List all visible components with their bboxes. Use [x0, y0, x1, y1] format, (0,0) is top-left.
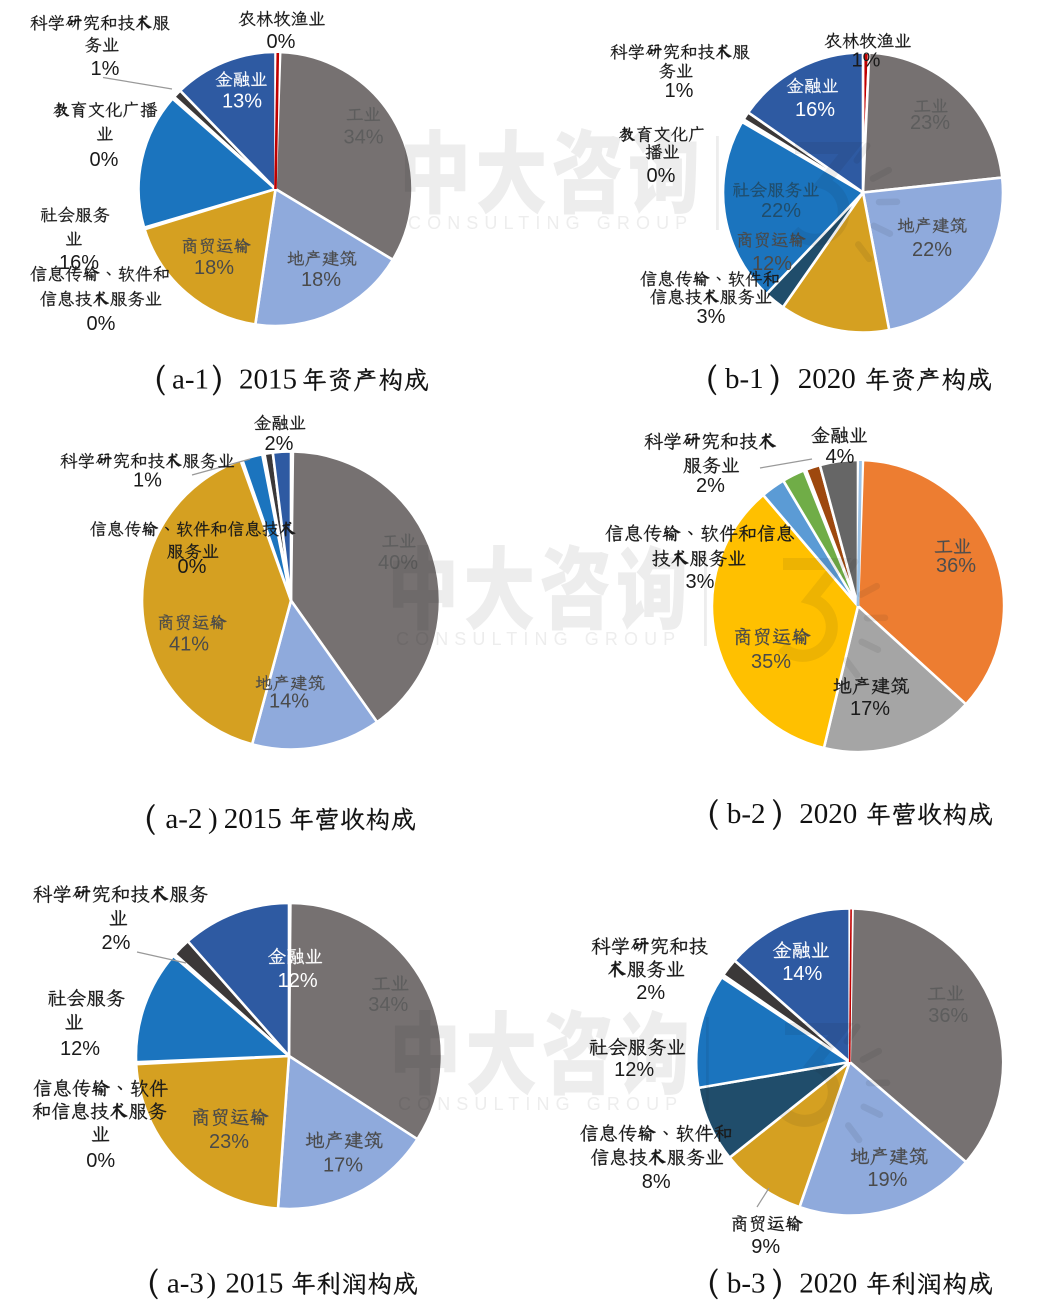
svg-text:a-3: a-3 [167, 1267, 204, 1299]
svg-text:2020: 2020 [798, 363, 856, 395]
svg-text:14%: 14% [269, 691, 309, 713]
svg-text:19%: 19% [867, 1169, 907, 1191]
svg-text:2%: 2% [696, 475, 725, 497]
svg-text:9%: 9% [751, 1236, 780, 1258]
svg-text:CONSULTING GROUP: CONSULTING GROUP [396, 629, 681, 649]
svg-text:b-1: b-1 [725, 363, 764, 395]
svg-text:2%: 2% [265, 433, 294, 455]
svg-text:34%: 34% [368, 994, 408, 1016]
svg-text:17%: 17% [323, 1155, 363, 1177]
svg-text:23%: 23% [910, 112, 950, 134]
svg-text:0%: 0% [87, 313, 116, 335]
svg-text:a-1: a-1 [172, 364, 209, 396]
svg-text:): ) [208, 803, 218, 835]
svg-text:1%: 1% [133, 470, 162, 492]
svg-text:0%: 0% [178, 556, 207, 578]
svg-text:16%: 16% [59, 252, 99, 274]
svg-text:CONSULTING GROUP: CONSULTING GROUP [398, 1094, 683, 1114]
svg-text:36%: 36% [928, 1005, 968, 1027]
svg-text:41%: 41% [169, 634, 209, 656]
svg-text:34%: 34% [343, 127, 383, 149]
svg-text:a-2: a-2 [165, 803, 202, 835]
svg-text:0%: 0% [86, 1150, 115, 1172]
svg-text:36%: 36% [936, 555, 976, 577]
svg-text:13%: 13% [222, 91, 262, 113]
svg-text:4%: 4% [826, 446, 855, 468]
svg-text:12%: 12% [60, 1038, 100, 1060]
svg-text:8%: 8% [642, 1171, 671, 1193]
svg-text:): ) [207, 1267, 217, 1299]
svg-text:1%: 1% [91, 58, 120, 80]
svg-text:2015: 2015 [224, 803, 282, 835]
svg-text:3%: 3% [686, 571, 715, 593]
svg-text:2%: 2% [102, 932, 131, 954]
svg-text:14%: 14% [782, 963, 822, 985]
svg-text:2020: 2020 [799, 798, 857, 830]
svg-text:0%: 0% [267, 31, 296, 53]
svg-text:22%: 22% [761, 200, 801, 222]
svg-text:b-2: b-2 [727, 798, 766, 830]
svg-text:b-3: b-3 [727, 1267, 766, 1299]
svg-text:2020: 2020 [799, 1267, 857, 1299]
svg-text:1%: 1% [852, 50, 881, 72]
svg-text:22%: 22% [912, 239, 952, 261]
svg-text:16%: 16% [795, 99, 835, 121]
svg-text:2%: 2% [636, 982, 665, 1004]
svg-text:1%: 1% [665, 80, 694, 102]
svg-text:2015: 2015 [225, 1267, 283, 1299]
svg-text:0%: 0% [90, 149, 119, 171]
svg-text:CONSULTING GROUP: CONSULTING GROUP [408, 213, 693, 233]
svg-text:18%: 18% [194, 257, 234, 279]
svg-text:17%: 17% [850, 698, 890, 720]
svg-text:12%: 12% [278, 970, 318, 992]
svg-text:18%: 18% [301, 269, 341, 291]
svg-text:12%: 12% [752, 253, 792, 275]
svg-text:23%: 23% [209, 1131, 249, 1153]
svg-text:35%: 35% [751, 651, 791, 673]
svg-text:2015: 2015 [239, 364, 297, 396]
svg-text:3%: 3% [697, 306, 726, 328]
